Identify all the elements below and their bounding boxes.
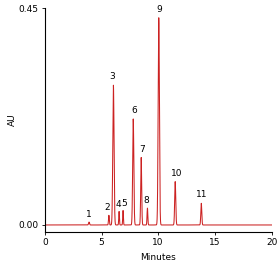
Text: 1: 1 bbox=[86, 210, 92, 219]
Text: 2: 2 bbox=[104, 203, 110, 212]
Text: 5: 5 bbox=[121, 199, 127, 208]
Text: 11: 11 bbox=[196, 190, 207, 200]
Text: 3: 3 bbox=[109, 72, 115, 81]
Y-axis label: AU: AU bbox=[8, 114, 17, 126]
Text: 9: 9 bbox=[157, 5, 162, 14]
Text: 4: 4 bbox=[115, 200, 121, 209]
X-axis label: Minutes: Minutes bbox=[140, 253, 176, 262]
Text: 7: 7 bbox=[139, 145, 145, 154]
Text: 8: 8 bbox=[144, 196, 150, 205]
Text: 6: 6 bbox=[131, 106, 137, 115]
Text: 10: 10 bbox=[171, 169, 182, 178]
